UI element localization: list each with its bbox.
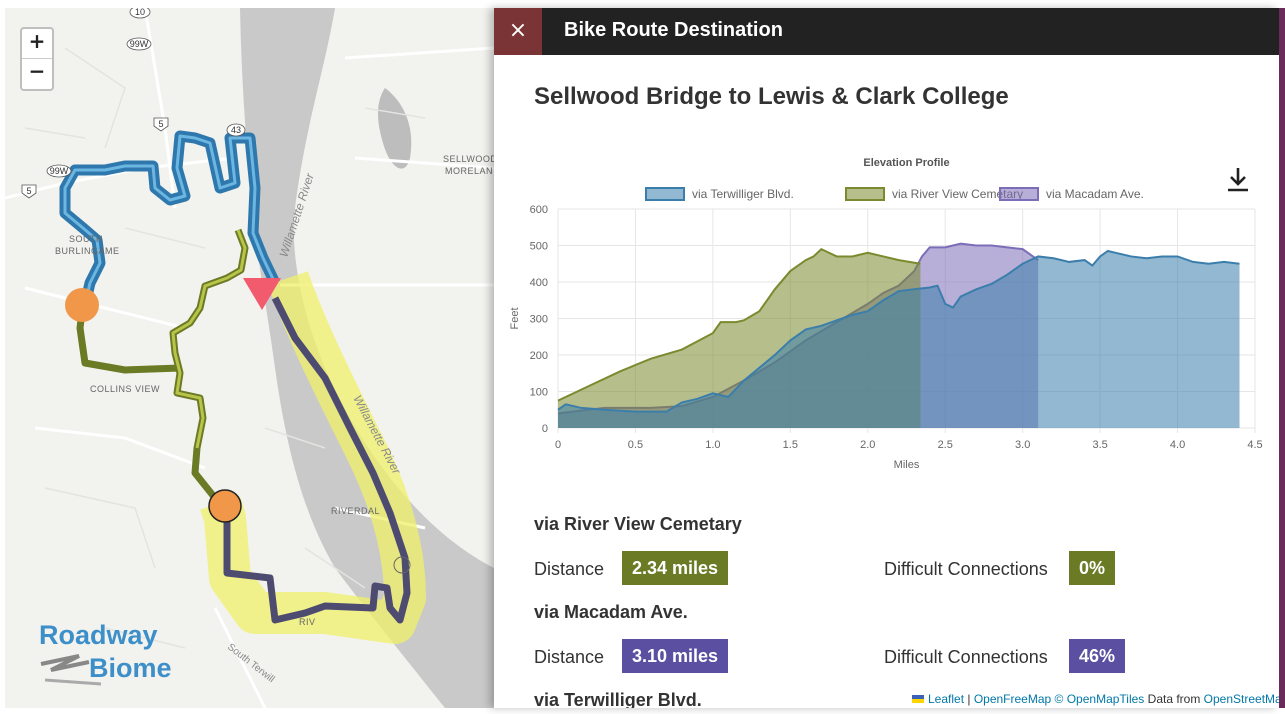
shield-icon: 10: [129, 8, 151, 19]
svg-text:5: 5: [158, 119, 163, 129]
close-button[interactable]: ×: [494, 8, 542, 55]
logo-swoosh-icon: [40, 654, 102, 686]
legend-swatch: [645, 187, 685, 201]
zoom-in-button[interactable]: +: [22, 29, 52, 59]
shield-icon: 5: [153, 117, 169, 132]
series-line: [557, 249, 1240, 413]
shield-icon: 99W: [126, 37, 152, 51]
attribution-separator: |: [964, 692, 974, 706]
x-axis-label: Miles: [894, 459, 920, 471]
y-tick-label: 0: [542, 423, 548, 435]
attribution-data-from: Data from: [1144, 692, 1204, 706]
route-river-view-title: via River View Cemetary: [534, 514, 742, 534]
x-tick-label: 1.0: [705, 439, 720, 451]
x-tick-label: 0.5: [628, 439, 643, 451]
shield-icon: 43: [226, 123, 246, 137]
logo-word-roadway: Roadway: [39, 620, 158, 650]
x-tick-label: 2.0: [860, 439, 875, 451]
series-line: [557, 247, 921, 402]
route-river-view: [76, 228, 249, 501]
panel-title: Bike Route Destination: [564, 19, 783, 41]
openmaptiles-link[interactable]: © OpenMapTiles: [1051, 692, 1145, 706]
elevation-chart: Elevation Profile 0 100 200 300 400 500 600 0 0.5…: [509, 157, 1263, 471]
ukraine-flag-icon: [912, 695, 924, 703]
difficult-connections-badge: 46%: [1069, 639, 1126, 673]
legend-label: via River View Cemetary: [892, 187, 1023, 201]
series-area: [558, 250, 1240, 428]
route-macadam: [223, 296, 411, 624]
route-panel: × Bike Route Destination Sellwood Bridge…: [494, 8, 1279, 708]
roadway-biome-logo: Roadway Biome: [39, 620, 189, 695]
openstreetmap-link[interactable]: OpenStreetMa: [1203, 692, 1279, 706]
y-tick-label: 300: [530, 314, 548, 326]
scrollbar[interactable]: [1279, 8, 1285, 708]
label-collins-view: COLLINS VIEW: [90, 384, 160, 394]
svg-text:43: 43: [231, 125, 241, 135]
start-marker-icon[interactable]: [243, 278, 281, 310]
x-tick-label: 4.0: [1170, 439, 1185, 451]
label-riverdale: RIVERDAL: [331, 506, 380, 516]
place-labels: SELLWOOD MORELAN SOUTH BURLINGAME COLLIN…: [55, 154, 494, 627]
label-riv: RIV: [299, 617, 316, 627]
y-tick-label: 200: [530, 350, 548, 362]
svg-text:5: 5: [26, 186, 31, 196]
distance-label: Distance: [534, 647, 605, 667]
label-south: SOUTH: [69, 234, 103, 244]
street-network: [5, 8, 494, 708]
y-axis-label: Feet: [509, 307, 521, 329]
route-marker-icon: [393, 556, 411, 574]
y-tick-label: 500: [530, 241, 548, 253]
x-tick-label: 4.5: [1247, 439, 1262, 451]
y-tick-label: 600: [530, 204, 548, 216]
x-tick-label: 3.0: [1015, 439, 1030, 451]
distance-badge: 2.34 miles: [622, 551, 729, 585]
x-tick-label: 0: [555, 439, 561, 451]
route-title: Sellwood Bridge to Lewis & Clark College: [534, 83, 1009, 110]
difficult-connections-badge: 0%: [1069, 551, 1116, 585]
route-macadam-title: via Macadam Ave.: [534, 602, 688, 622]
river-area: [240, 8, 494, 708]
legend-swatch: [999, 187, 1039, 201]
x-tick-label: 2.5: [938, 439, 953, 451]
download-icon[interactable]: [1226, 166, 1250, 194]
zoom-out-button[interactable]: −: [28, 59, 46, 83]
chart-title: Elevation Profile: [863, 157, 949, 169]
x-tick-label: 1.5: [783, 439, 798, 451]
label-moreland: MORELAN: [445, 166, 493, 176]
zoom-control: + −: [20, 27, 54, 91]
distance-label: Distance: [534, 559, 605, 579]
distance-badge: 3.10 miles: [622, 639, 729, 673]
shield-icon: 99W: [46, 164, 72, 178]
leaflet-link[interactable]: Leaflet: [928, 692, 965, 706]
destination-marker-icon[interactable]: [208, 489, 242, 523]
difficult-connections-label: Difficult Connections: [884, 559, 1048, 579]
svg-text:99W: 99W: [130, 39, 149, 49]
openfreemap-link[interactable]: OpenFreeMap: [973, 692, 1052, 706]
legend-swatch: [845, 187, 885, 201]
route-terwilliger-title: via Terwilliger Blvd.: [534, 690, 702, 708]
waypoint-marker-icon[interactable]: [65, 288, 99, 322]
y-tick-label: 400: [530, 277, 548, 289]
shield-icon: 5: [21, 184, 37, 199]
panel-header: × Bike Route Destination: [494, 8, 1279, 55]
x-tick-label: 3.5: [1092, 439, 1107, 451]
legend-label: via Macadam Ave.: [1046, 187, 1144, 201]
map-attribution: Leaflet | OpenFreeMap © OpenMapTiles Dat…: [912, 692, 1279, 706]
label-burlingame: BURLINGAME: [55, 246, 120, 256]
map-view[interactable]: 10 99W 5 43 99W 5 SELLWOOD MORELAN SOUTH…: [5, 8, 494, 708]
highway-shields: 10 99W 5 43 99W 5: [21, 8, 246, 199]
legend-label: via Terwilliger Blvd.: [692, 187, 794, 201]
svg-text:10: 10: [135, 8, 145, 17]
route-river-view-highlight: [171, 229, 247, 449]
river-island: [378, 88, 412, 169]
y-tick-label: 100: [530, 387, 548, 399]
difficult-connections-label: Difficult Connections: [884, 647, 1048, 667]
label-sellwood: SELLWOOD: [443, 154, 494, 164]
map-canvas[interactable]: 10 99W 5 43 99W 5 SELLWOOD MORELAN SOUTH…: [5, 8, 494, 708]
svg-text:99W: 99W: [50, 166, 69, 176]
minor-streets: [24, 47, 426, 649]
logo-word-biome: Biome: [89, 653, 172, 683]
route-terwilliger-highlight: [63, 134, 277, 306]
